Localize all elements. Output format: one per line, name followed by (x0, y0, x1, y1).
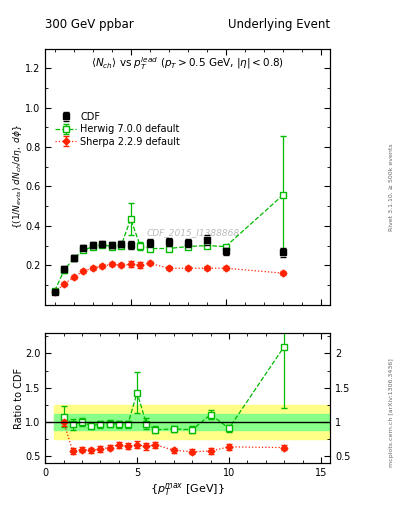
Legend: CDF, Herwig 7.0.0 default, Sherpa 2.2.9 default: CDF, Herwig 7.0.0 default, Sherpa 2.2.9 … (53, 110, 182, 148)
X-axis label: $\{p_T^{max}\ [\mathrm{GeV}]\}$: $\{p_T^{max}\ [\mathrm{GeV}]\}$ (150, 481, 225, 498)
Y-axis label: Ratio to CDF: Ratio to CDF (14, 368, 24, 429)
Text: 300 GeV ppbar: 300 GeV ppbar (45, 18, 134, 31)
Text: CDF_2015_I1388868: CDF_2015_I1388868 (147, 228, 240, 238)
Text: Rivet 3.1.10, ≥ 500k events: Rivet 3.1.10, ≥ 500k events (389, 143, 393, 231)
Text: Underlying Event: Underlying Event (228, 18, 330, 31)
Text: $\langle N_{ch}\rangle$ vs $p_T^{lead}$ ($p_T > 0.5$ GeV, $|\eta| < 0.8$): $\langle N_{ch}\rangle$ vs $p_T^{lead}$ … (91, 55, 284, 72)
Text: mcplots.cern.ch [arXiv:1306.3436]: mcplots.cern.ch [arXiv:1306.3436] (389, 358, 393, 467)
Y-axis label: $\{(1/N_{evts})\ dN_{ch}/d\eta,\ d\phi\}$: $\{(1/N_{evts})\ dN_{ch}/d\eta,\ d\phi\}… (11, 124, 24, 229)
